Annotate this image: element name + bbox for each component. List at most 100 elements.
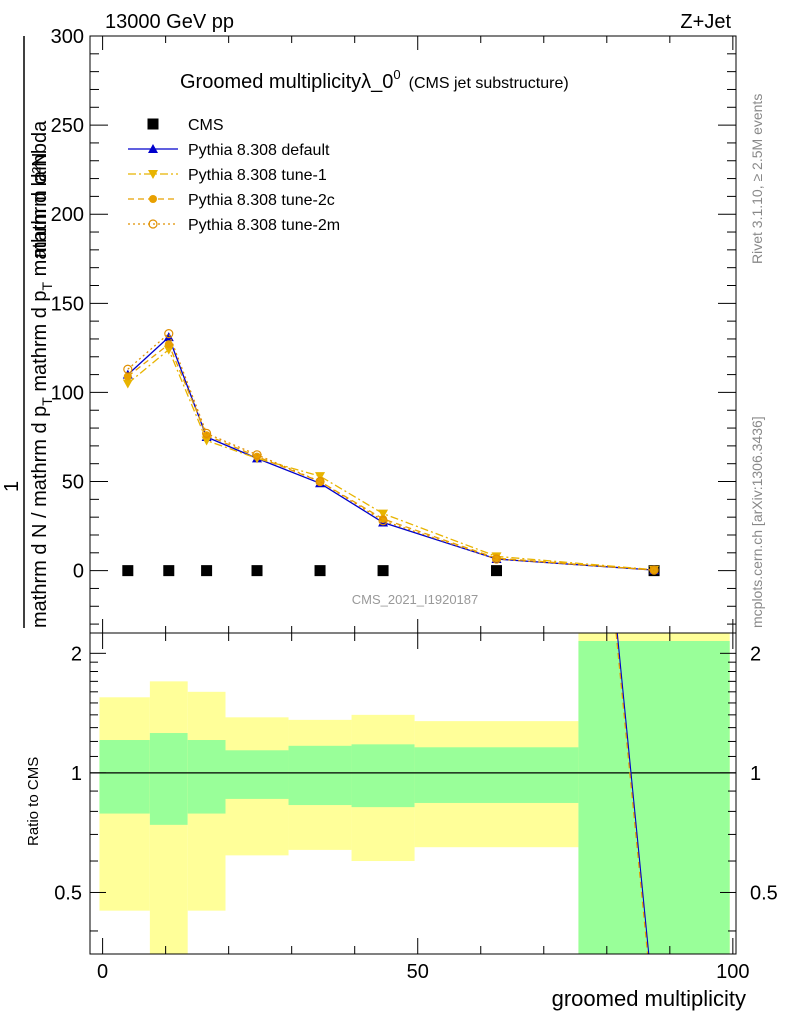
data-point-open-circle: [164, 329, 174, 339]
series-cms: [122, 565, 660, 577]
ratio-y-axis-label: Ratio to CMS: [25, 757, 42, 846]
data-point-square: [377, 565, 389, 577]
ratio-plot-panel: 0.5 0.5 1 1 2 2 0 50 100: [54, 632, 778, 983]
data-point-open-circle: [315, 476, 325, 487]
legend-label: Pythia 8.308 tune-1: [188, 167, 327, 184]
ratio-model-line-tune: [615, 632, 649, 955]
y-tick-label: 50: [62, 472, 84, 494]
analysis-watermark: CMS_2021_I1920187: [352, 592, 479, 607]
site-label: mcplots.cern.ch [arXiv:1306.3436]: [749, 416, 765, 628]
y-label-denominator-part-2: mathrm d p: [29, 290, 51, 397]
y-tick-label: 100: [51, 382, 84, 404]
y-tick-label: 150: [51, 293, 84, 315]
plot-title: Groomed multiplicityλ_00 (CMS jet substru…: [180, 67, 569, 93]
main-y-ticks: 0 50 100 150 200 250 300: [51, 26, 736, 625]
y-label-denominator-sub-3: T: [39, 281, 55, 290]
y-label-denominator: mathrm d N / mathrm d pT mathrm d pT mat…: [29, 120, 55, 628]
data-point-open-circle: [201, 428, 212, 439]
ratio-y-tick-label: 0.5: [54, 882, 82, 904]
legend: CMS Pythia 8.308 default Pythia 8.308 tune…: [128, 117, 340, 234]
ratio-plot-frame: [89, 632, 737, 955]
ratio-stat-uncertainty-band: [225, 750, 289, 799]
plot-title-superscript: 0: [393, 67, 400, 82]
x-tick-label: 50: [407, 961, 429, 983]
series-line: [127, 336, 655, 571]
data-point-triangle-down: [122, 379, 133, 389]
y-tick-label: 200: [51, 204, 84, 226]
data-point-square: [201, 565, 213, 577]
data-point-triangle-down: [315, 472, 326, 482]
series-pythia-8-308-tune-2m: [123, 329, 659, 575]
data-point-triangle-down: [378, 509, 389, 519]
ratio-stat-uncertainty-band: [578, 641, 730, 954]
data-point-circle: [316, 477, 325, 486]
data-point-open-circle: [123, 364, 133, 374]
main-y-axis-label: 1 mathrm d²N mathrm d N / mathrm d pT ma…: [1, 36, 55, 628]
y-label-numerator: mathrm d²N: [29, 152, 51, 258]
data-point-circle: [149, 195, 157, 203]
legend-entry: Pythia 8.308 tune-2c: [128, 192, 335, 209]
legend-label: Pythia 8.308 tune-2c: [188, 192, 335, 209]
legend-entry: Pythia 8.308 tune-1: [128, 167, 327, 184]
series-line: [127, 343, 655, 571]
legend-label: Pythia 8.308 default: [188, 142, 330, 159]
data-point-triangle-down: [163, 345, 174, 355]
data-point-square: [147, 118, 159, 130]
ratio-model-line-default: [616, 632, 650, 955]
ratio-uncertainty-bands: [99, 633, 730, 954]
ratio-y-tick-label: 2: [71, 643, 82, 665]
y-tick-label: 300: [51, 26, 84, 48]
data-point-square: [314, 565, 326, 577]
series-pythia-8-308-tune-2c: [123, 340, 659, 575]
data-point-open-circle: [378, 516, 388, 526]
series-pythia-8-308-default: [122, 332, 660, 575]
data-point-open-circle: [491, 554, 502, 564]
series-layer: [122, 329, 660, 577]
data-point-square: [251, 565, 263, 577]
data-point-circle: [492, 554, 501, 563]
ratio-stat-uncertainty-band: [288, 745, 352, 806]
y-label-denominator-part-4: mathrm d lambda: [29, 120, 51, 282]
series-line: [127, 348, 655, 571]
legend-entry: CMS: [147, 117, 224, 134]
ratio-stat-uncertainty-band: [149, 733, 188, 825]
x-tick-label: 100: [716, 961, 749, 983]
plot-title-main: Groomed multiplicityλ_0: [180, 71, 393, 93]
x-axis-label: groomed multiplicity: [552, 986, 746, 1011]
data-point-circle: [164, 340, 173, 349]
legend-label: CMS: [188, 117, 224, 134]
data-point-triangle-down: [148, 170, 158, 179]
x-tick-label: 0: [97, 961, 108, 983]
main-plot-panel: 0 50 100 150 200 250 300 Groomed multiplicityλ…: [51, 26, 737, 634]
ratio-y-tick-label: 1: [71, 763, 82, 785]
ratio-stat-uncertainty-band: [351, 744, 415, 808]
y-tick-label: 0: [73, 561, 84, 583]
ratio-stat-uncertainty-band: [414, 747, 579, 803]
series-line: [127, 332, 655, 571]
data-point-square: [122, 565, 134, 577]
main-plot-frame: [89, 35, 737, 634]
data-point-triangle-up: [148, 144, 158, 153]
data-point-triangle-down: [201, 436, 212, 446]
plot-title-suffix: (CMS jet substructure): [409, 75, 569, 92]
ratio-y-tick-label-right: 0.5: [750, 882, 778, 904]
ratio-y-tick-label-right: 1: [750, 763, 761, 785]
main-x-ticks: [102, 36, 734, 633]
rivet-version-label: Rivet 3.1.10, ≥ 2.5M events: [749, 94, 765, 264]
ratio-stat-uncertainty-band: [187, 740, 226, 814]
y-label-denominator-sub-1: T: [39, 397, 55, 406]
data-point-square: [491, 565, 503, 577]
ratio-model-lines: [615, 632, 650, 955]
ratio-y-tick-label-right: 2: [750, 643, 761, 665]
y-tick-label: 250: [51, 115, 84, 137]
process-label: Z+Jet: [680, 11, 731, 33]
data-point-circle: [123, 372, 132, 381]
energy-label: 13000 GeV pp: [105, 11, 234, 33]
data-point-open-circle: [252, 450, 262, 460]
legend-entry: Pythia 8.308 default: [128, 142, 330, 159]
y-label-one: 1: [1, 481, 23, 492]
legend-entry: Pythia 8.308 tune-2m: [128, 217, 340, 234]
data-point-square: [163, 565, 175, 577]
legend-label: Pythia 8.308 tune-2m: [188, 217, 340, 234]
